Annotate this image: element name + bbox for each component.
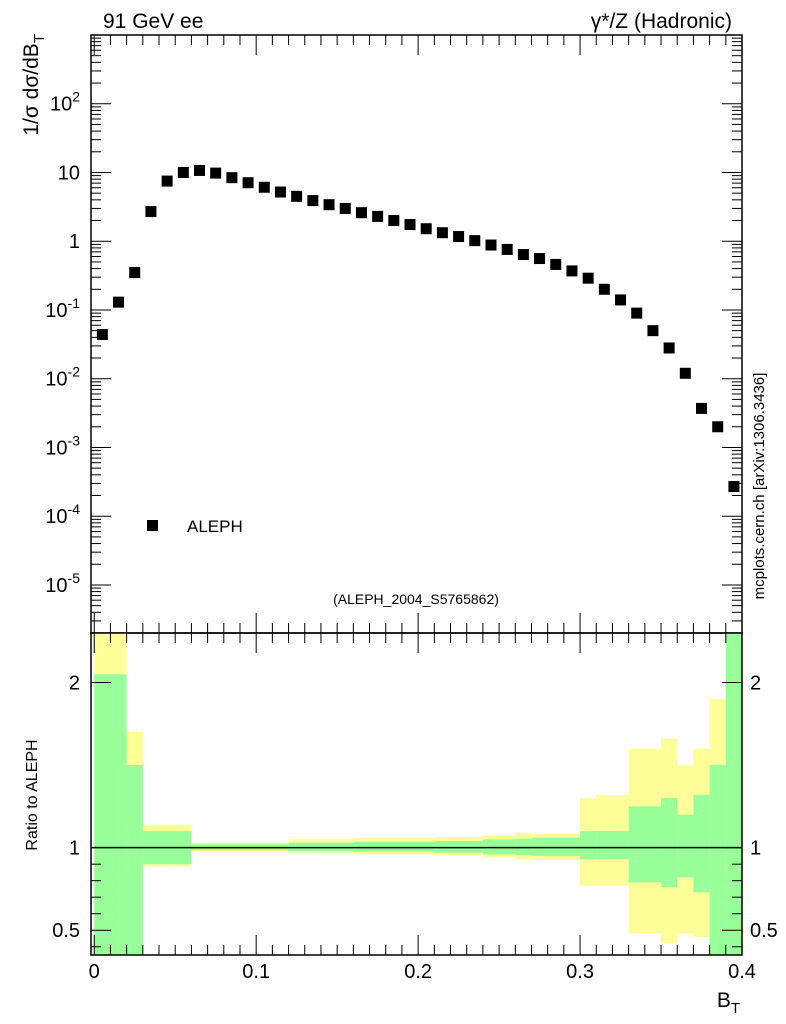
data-point-aleph (177, 166, 189, 178)
x-tick-label: 0.3 (566, 961, 594, 983)
ratio-y-tick-labels: 0.5 0.5 1 1 2 2 (52, 673, 778, 943)
data-point-aleph (226, 172, 238, 184)
data-point-aleph (113, 296, 125, 308)
ratio-band-inner (288, 842, 354, 851)
main-panel: 10-5 10-4 10-3 10-2 10-1 1 10 102 1/σ dσ/dBT AL… (20, 34, 743, 634)
data-point-aleph (582, 272, 594, 284)
data-point-aleph (258, 181, 270, 193)
analysis-label: (ALEPH_2004_S5765862) (333, 591, 499, 607)
data-point-aleph (696, 402, 708, 414)
data-point-aleph (663, 342, 675, 354)
ratio-band-inner (353, 841, 435, 852)
ratio-band-inner (628, 806, 662, 883)
header-left-title: 91 GeV ee (103, 10, 203, 33)
watermark: mcplots.cern.ch [arXiv:1306.3436] (751, 373, 768, 600)
main-y-tick-label: 10 (58, 162, 80, 184)
main-y-tick-label: 10-5 (45, 570, 80, 597)
x-tick-label: 0.4 (728, 961, 756, 983)
main-y-tick-labels: 10-5 10-4 10-3 10-2 10-1 1 10 102 (45, 89, 80, 597)
ratio-band-inner (94, 674, 127, 955)
data-point-aleph (679, 367, 691, 379)
ratio-panel: 0.5 0.51 12 2 0 0.1 0.2 0.3 0.4 Ratio to ALEPH … (24, 632, 778, 1017)
ratio-y-tick-label-right: 1 (750, 838, 761, 860)
data-point-aleph (96, 328, 108, 340)
ratio-band-inner (515, 838, 532, 856)
data-point-aleph (485, 239, 497, 251)
data-point-aleph (274, 186, 286, 198)
data-point-aleph (194, 164, 205, 176)
data-point-aleph (210, 167, 222, 179)
ratio-y-tick-label-right: 0.5 (750, 920, 778, 942)
main-y-tick-label: 10-4 (45, 501, 80, 528)
ratio-band-inner (709, 765, 726, 955)
data-point-aleph (372, 210, 384, 222)
main-data-points (96, 164, 740, 493)
data-point-aleph (242, 177, 254, 189)
main-y-axis-label: 1/σ dσ/dBT (20, 34, 48, 136)
header-right-title: γ*/Z (Hadronic) (591, 10, 732, 33)
data-point-aleph (647, 325, 659, 337)
ratio-band-inner (434, 841, 483, 853)
data-point-aleph (388, 215, 400, 227)
ratio-band-inner (725, 633, 742, 955)
ratio-y-tick-label-left: 2 (69, 673, 80, 695)
data-point-aleph (550, 258, 562, 270)
data-point-aleph (436, 227, 448, 239)
data-point-aleph (323, 199, 335, 211)
data-point-aleph (469, 235, 481, 247)
ratio-x-tick-labels: 0 0.1 0.2 0.3 0.4 (89, 961, 756, 983)
data-point-aleph (712, 421, 724, 433)
data-point-aleph (355, 207, 367, 219)
ratio-uncertainty-bands (94, 633, 742, 955)
ratio-y-axis-label: Ratio to ALEPH (24, 739, 41, 850)
legend-label-aleph: ALEPH (187, 517, 243, 536)
data-point-aleph (453, 231, 465, 243)
data-point-aleph (534, 253, 546, 265)
data-point-aleph (501, 243, 513, 255)
data-point-aleph (517, 249, 529, 261)
data-point-aleph (161, 175, 173, 187)
data-point-aleph (339, 202, 351, 214)
ratio-y-tick-label-left: 0.5 (52, 920, 80, 942)
data-point-aleph (420, 223, 432, 235)
legend: ALEPH (147, 517, 243, 536)
data-point-aleph (598, 283, 610, 295)
main-y-tick-label: 10-3 (45, 432, 80, 459)
main-y-tick-label: 10-2 (45, 364, 80, 391)
data-point-aleph (728, 481, 740, 493)
ratio-y-tick-label-right: 2 (750, 673, 761, 695)
legend-marker-aleph (147, 520, 158, 531)
main-y-tick-label: 10-1 (45, 295, 80, 322)
data-point-aleph (145, 206, 157, 218)
data-point-aleph (631, 307, 643, 319)
x-axis-label: BT (717, 989, 740, 1017)
main-plot-frame (90, 34, 743, 634)
data-point-aleph (615, 294, 627, 306)
ratio-band-inner (531, 837, 581, 856)
ratio-axis-ticks (91, 633, 743, 955)
data-point-aleph (404, 219, 416, 231)
data-point-aleph (566, 265, 578, 277)
main-axis-ticks (91, 34, 743, 634)
ratio-band-inner (126, 765, 143, 955)
ratio-plot-frame (90, 632, 743, 956)
ratio-band-inner (580, 831, 597, 860)
data-point-aleph (291, 190, 303, 202)
ratio-band-inner (661, 798, 678, 888)
main-y-tick-label: 1 (69, 231, 80, 253)
ratio-band-inner (693, 794, 710, 893)
ratio-y-tick-label-left: 1 (69, 838, 80, 860)
x-tick-label: 0.1 (242, 961, 270, 983)
ratio-band-inner (677, 814, 694, 878)
main-y-tick-label: 102 (50, 89, 80, 116)
x-tick-label: 0.2 (404, 961, 432, 983)
ratio-band-inner (482, 839, 516, 855)
ratio-band-inner (596, 831, 629, 860)
data-point-aleph (307, 195, 319, 207)
data-point-aleph (129, 267, 141, 279)
x-tick-label: 0 (89, 961, 100, 983)
